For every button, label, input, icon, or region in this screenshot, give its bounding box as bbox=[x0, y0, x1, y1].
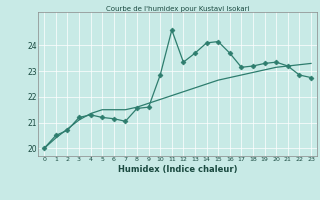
X-axis label: Humidex (Indice chaleur): Humidex (Indice chaleur) bbox=[118, 165, 237, 174]
Title: Courbe de l'humidex pour Kustavi Isokari: Courbe de l'humidex pour Kustavi Isokari bbox=[106, 6, 249, 12]
